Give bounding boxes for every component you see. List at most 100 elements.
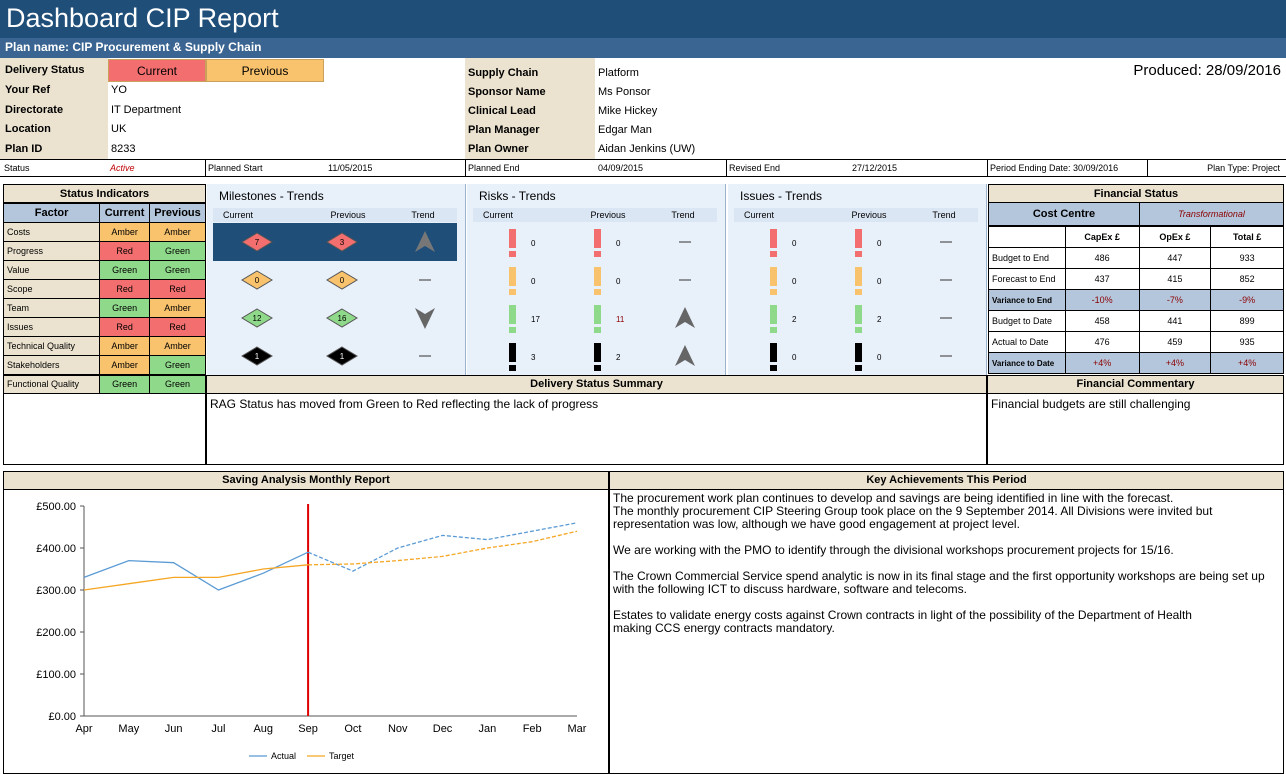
financial-commentary-text: Financial budgets are still challenging [991,397,1191,411]
financial-row: Budget to End 486 447 933 [988,247,1284,269]
field-label: Sponsor Name [468,86,546,98]
y-tick-label: £500.00 [36,501,76,513]
diamond-icon [241,232,273,252]
financial-capex: -10% [1064,289,1140,311]
exclamation-dot [855,365,862,371]
left-label-bg [0,58,108,159]
x-tick-label: Aug [253,723,273,735]
risks-current-value: 3 [531,353,536,362]
financial-total: +4% [1210,352,1284,374]
financial-opex: 459 [1138,331,1212,353]
field-value: Aidan Jenkins (UW) [598,143,696,155]
factor-previous: Red [149,279,206,299]
x-tick-label: May [118,723,139,735]
col-previous: Previous [851,210,887,220]
factor-current: Amber [99,222,151,242]
y-tick-label: £200.00 [36,627,76,639]
status-indicator-row: Team Green Amber [2,298,206,318]
legend-label: Actual [271,751,296,761]
issues-current-value: 0 [792,277,797,286]
plan-name: Plan name: CIP Procurement & Supply Chai… [0,38,1286,58]
col-trend: Trend [932,210,956,220]
x-tick-label: Jul [211,723,225,735]
cost-centre-label: Cost Centre [989,203,1140,225]
exclamation-icon [770,229,777,248]
field-value: Platform [598,67,639,79]
field-label: Directorate [5,103,64,116]
financial-row-label: Forecast to End [988,268,1066,290]
blank-summary-cell [3,375,206,465]
milestones-trends-title: Milestones - Trends [219,189,324,203]
trend-column-headers: Current Previous Trend [734,208,978,222]
status-indicators-title: Status Indicators [3,184,206,203]
financial-row: Actual to Date 476 459 935 [988,331,1284,353]
field-label: Your Ref [5,84,51,96]
exclamation-icon [855,343,862,362]
achievement-paragraph: The procurement work plan continues to d… [613,491,1213,531]
factor-name: Issues [2,317,101,337]
milestone-current-value: 0 [255,276,260,285]
achievement-paragraph: We are working with the PMO to identify … [613,543,1174,557]
exclamation-dot [509,251,516,257]
factor-current: Red [99,241,151,261]
financial-row: Budget to Date 458 441 899 [988,310,1284,332]
milestone-previous-value: 1 [340,352,345,361]
issues-current-value: 0 [792,353,797,362]
y-tick-label: £300.00 [36,585,76,597]
issues-previous-value: 2 [877,315,882,324]
series-actual-line-forecast [307,522,578,572]
delivery-summary-text: RAG Status has moved from Green to Red r… [210,397,599,411]
diamond-icon [241,270,273,290]
col-current: Current [222,210,253,220]
field-label: Plan ID [5,142,43,155]
field-value: YO [111,84,127,96]
diamond-icon [326,346,358,366]
revised-end-value: 27/12/2015 [852,163,898,173]
field-value: UK [111,123,127,135]
financial-row-label: Budget to Date [988,310,1066,332]
factor-current: Amber [99,336,151,356]
exclamation-dot [594,251,601,257]
exclamation-icon [594,343,601,362]
diamond-icon [326,232,358,252]
financial-opex: 447 [1138,247,1212,269]
financial-total: 899 [1210,310,1284,332]
milestone-current-value: 12 [253,314,262,323]
exclamation-dot [855,289,862,295]
saving-chart: £0.00 £100.00 £200.00 £300.00 £400.00 £500.00… [36,501,587,761]
col-previous: Previous [149,203,206,223]
series-target-line [83,564,309,591]
trend-up-icon [675,307,695,328]
diamond-icon [241,308,273,328]
factor-previous: Green [149,355,206,375]
status-row: Status Active Planned Start 11/05/2015 P… [0,159,1286,177]
factor-name: Value [2,260,101,280]
col-current: Current [482,210,513,220]
exclamation-icon [770,343,777,362]
milestones-trends-panel: Milestones - Trends Current Previous Trend 7… [207,184,466,375]
exclamation-icon [770,267,777,286]
financial-total: 852 [1210,268,1284,290]
plan-type: Plan Type: Project [1207,163,1280,173]
financial-row-label: Variance to Date [988,352,1066,374]
trend-up-icon [675,345,695,366]
financial-capex: 476 [1064,331,1140,353]
milestone-current-value: 7 [255,238,260,247]
financial-row-label: Actual to Date [988,331,1066,353]
financial-row: Forecast to End 437 415 852 [988,268,1284,290]
exclamation-icon [855,305,862,324]
risks-trends-title: Risks - Trends [479,189,556,203]
status-indicators: Status Indicators Factor Current Previou… [2,184,206,394]
y-tick-label: £0.00 [48,711,76,723]
field-value: 8233 [111,142,136,155]
exclamation-dot [855,251,862,257]
x-tick-label: Jan [478,723,496,735]
factor-current: Green [99,298,151,318]
y-tick-label: £400.00 [36,543,76,555]
col-current: Current [743,210,774,220]
exclamation-icon [855,229,862,248]
milestone-previous-value: 3 [340,238,345,247]
status-indicators-table: Factor Current Previous Costs Amber Amber P… [2,203,206,394]
exclamation-dot [509,365,516,371]
factor-previous: Green [149,241,206,261]
